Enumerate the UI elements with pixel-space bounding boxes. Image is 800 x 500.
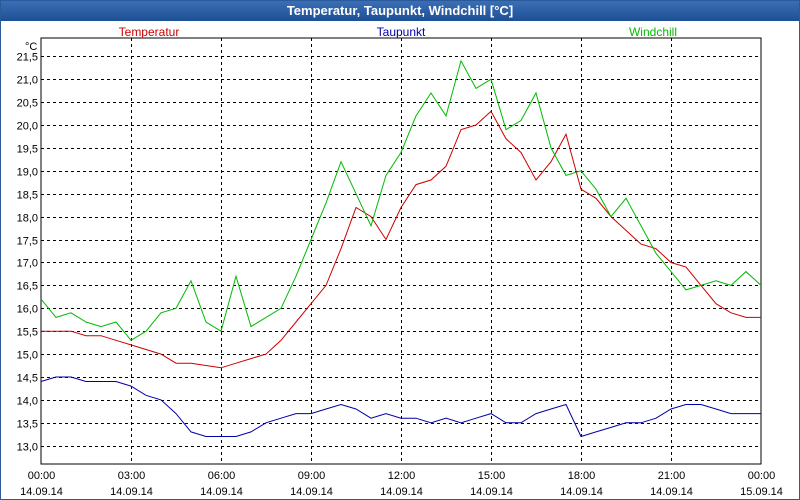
x-tick-date-label: 14.09.14 [650,486,693,498]
y-tick-label: 16,5 [17,281,38,293]
y-tick-label: 18,0 [17,213,38,225]
y-tick-label: 15,0 [17,350,38,362]
x-tick-time-label: 12:00 [388,470,416,482]
x-tick-date-label: 14.09.14 [110,486,153,498]
legend-temperatur: Temperatur [119,25,180,39]
y-axis-unit-label: °C [25,41,37,53]
legend-taupunkt: Taupunkt [377,25,426,39]
x-tick-time-label: 15:00 [478,470,506,482]
x-tick-date-label: 14.09.14 [470,486,513,498]
x-tick-date-label: 14.09.14 [380,486,423,498]
x-tick-time-label: 21:00 [658,470,686,482]
y-tick-label: 21,5 [17,52,38,64]
x-tick-date-label: 14.09.14 [290,486,333,498]
x-tick-time-label: 18:00 [568,470,596,482]
y-tick-label: 19,0 [17,167,38,179]
windchill-line [40,59,762,341]
x-tick-date-label: 14.09.14 [20,486,63,498]
y-tick-label: 14,5 [17,373,38,385]
y-tick-label: 19,5 [17,144,38,156]
window-title: Temperatur, Taupunkt, Windchill [°C] [1,1,799,21]
x-tick-date-label: 14.09.14 [200,486,243,498]
y-tick-label: 16,0 [17,304,38,316]
y-tick-label: 13,5 [17,419,38,431]
x-tick-date-label: 14.09.14 [560,486,603,498]
y-tick-label: 17,0 [17,258,38,270]
taupunkt-line [40,376,761,438]
y-tick-label: 18,5 [17,190,38,202]
x-tick-date-label: 15.09.14 [740,486,783,498]
y-tick-label: 21,0 [17,75,38,87]
y-tick-label: 17,5 [17,236,38,248]
x-tick-time-label: 03:00 [118,470,146,482]
x-tick-time-label: 09:00 [298,470,326,482]
y-tick-label: 14,0 [17,396,38,408]
y-tick-label: 13,0 [17,442,38,454]
legend-windchill: Windchill [629,25,677,39]
x-tick-time-label: 00:00 [28,470,56,482]
y-tick-label: 20,5 [17,98,38,110]
temperatur-line [41,110,761,369]
x-tick-time-label: 00:00 [748,470,776,482]
y-tick-label: 15,5 [17,327,38,339]
x-tick-time-label: 06:00 [208,470,236,482]
y-tick-label: 20,0 [17,121,38,133]
